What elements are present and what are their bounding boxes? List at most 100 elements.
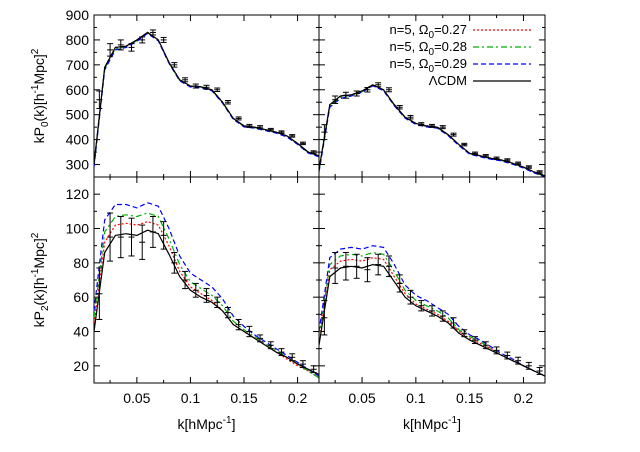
error-bar <box>482 154 489 158</box>
error-bar <box>536 170 543 174</box>
error-bar <box>128 43 135 52</box>
series-group <box>319 245 545 377</box>
error-bar <box>375 253 382 276</box>
error-bar <box>160 36 167 43</box>
y-tick-label: 400 <box>66 132 90 148</box>
series-line-3 <box>319 84 545 177</box>
series-line-1 <box>94 32 319 166</box>
series-line-3 <box>319 263 545 377</box>
error-bar <box>289 134 296 138</box>
error-bar <box>439 125 446 130</box>
series-line-2 <box>94 32 319 168</box>
error-bar <box>278 130 285 134</box>
error-bar <box>139 36 146 44</box>
error-bar <box>214 87 221 93</box>
x-tick-label: 0.15 <box>456 390 483 406</box>
error-bar <box>257 334 264 343</box>
x-tick-label: 0.2 <box>514 390 534 406</box>
error-bar <box>160 221 167 250</box>
error-bar <box>149 215 156 248</box>
error-bar <box>439 310 446 322</box>
series-line-0 <box>94 31 319 165</box>
error-bar <box>385 87 392 93</box>
y-axis-label: kP0(k)[h-1Mpc]2 <box>30 48 51 143</box>
x-axis-label: k[hMpc-1] <box>178 415 236 432</box>
error-bar <box>96 90 103 109</box>
error-bar <box>96 267 103 320</box>
error-bar <box>149 29 156 36</box>
x-tick-label: 0.05 <box>348 390 375 406</box>
error-bar <box>278 348 285 357</box>
error-bar <box>246 123 253 128</box>
error-bar <box>171 62 178 68</box>
error-bar <box>310 150 317 154</box>
error-bar <box>364 87 371 93</box>
error-bar <box>472 151 479 156</box>
y-tick-label: 900 <box>66 7 90 23</box>
error-bar <box>107 43 114 57</box>
error-bar <box>289 353 296 362</box>
error-bar <box>396 104 403 110</box>
error-bar <box>482 341 489 350</box>
y-tick-label: 700 <box>66 57 90 73</box>
error-bar <box>375 82 382 88</box>
error-bar <box>418 122 425 127</box>
error-bar <box>192 83 199 89</box>
legend-label: n=5, Ω0=0.27 <box>390 22 467 41</box>
error-bar <box>321 124 328 141</box>
error-bar <box>182 77 189 83</box>
error-bar <box>117 215 124 259</box>
error-bar <box>353 90 360 97</box>
error-bar <box>267 341 274 350</box>
error-bar <box>536 367 543 375</box>
error-bar <box>192 282 199 298</box>
error-bar <box>342 91 349 99</box>
error-bar <box>353 253 360 279</box>
panel-frame <box>318 176 546 384</box>
panel-frame <box>93 176 320 384</box>
series-group <box>94 29 319 168</box>
series-line-3 <box>94 31 319 165</box>
y-tick-label: 800 <box>66 32 90 48</box>
error-bar <box>504 351 511 360</box>
y-tick-label: 20 <box>73 358 89 374</box>
y-tick-label: 300 <box>66 157 90 173</box>
error-bar <box>117 39 124 51</box>
error-bar <box>332 252 339 284</box>
series-group <box>94 202 319 379</box>
error-bar <box>418 300 425 312</box>
series-line-0 <box>319 84 545 177</box>
legend-label: ΛCDM <box>429 73 467 88</box>
error-bar <box>246 325 253 338</box>
error-bar <box>182 270 189 290</box>
error-bar <box>299 360 306 369</box>
x-tick-label: 0.1 <box>406 390 426 406</box>
error-bar <box>203 288 210 303</box>
x-tick-label: 0.1 <box>181 390 201 406</box>
x-axis-label: k[hMpc-1] <box>403 415 461 432</box>
error-bar <box>493 156 500 161</box>
error-bar <box>525 361 532 370</box>
series-group <box>319 82 545 177</box>
error-bar <box>515 161 522 166</box>
error-bar <box>171 252 178 274</box>
error-bar <box>396 274 403 293</box>
error-bar <box>429 305 435 317</box>
error-bar <box>224 99 231 105</box>
error-bar <box>224 306 231 319</box>
series-line-2 <box>319 245 545 377</box>
error-bar <box>515 356 522 365</box>
error-bar <box>214 296 221 308</box>
error-bar <box>235 318 242 331</box>
error-bar <box>407 289 414 305</box>
error-bar <box>504 158 511 162</box>
error-bar <box>450 317 457 329</box>
x-tick-label: 0.05 <box>123 390 150 406</box>
panel-bottom-right: 0.05 0.1 0.15 0.2 k[hMpc-1] <box>318 176 546 432</box>
y-tick-label: 500 <box>66 107 90 123</box>
error-bar <box>385 255 392 278</box>
x-tick-label: 0.15 <box>230 390 257 406</box>
